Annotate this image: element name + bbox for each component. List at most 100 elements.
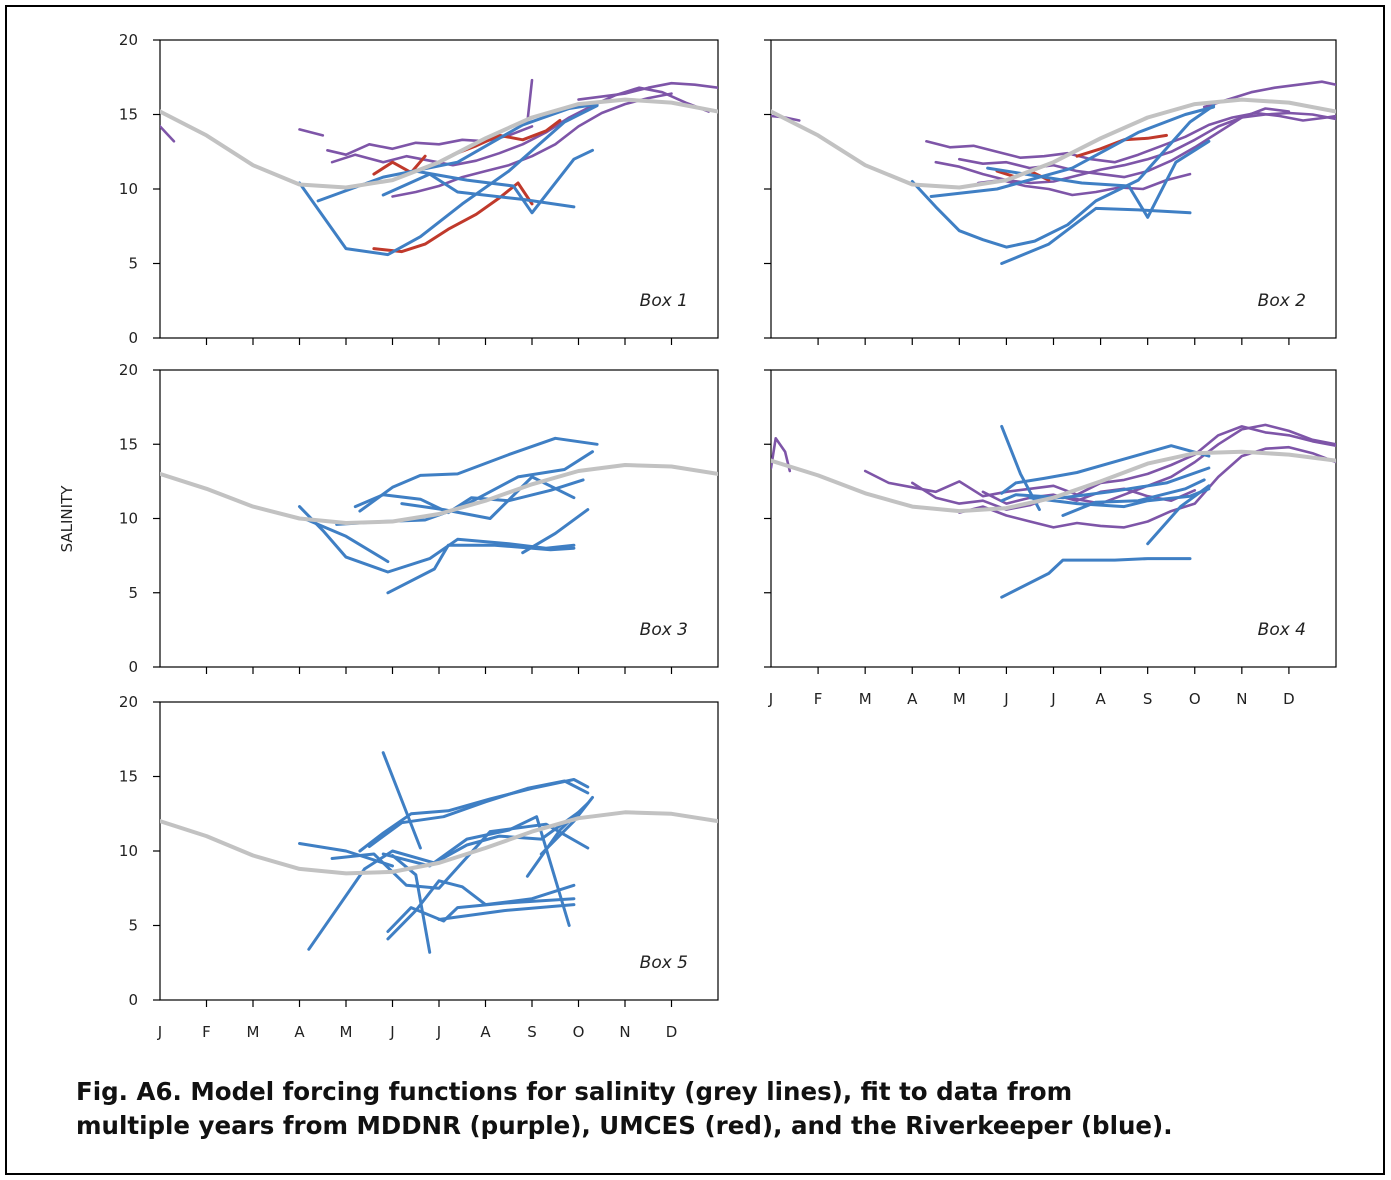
box-3-panel: 0 5 10 15 20 Box 3 [119,361,719,676]
box-2-series-group [771,80,1336,265]
box-5-ytick-label: 0 [128,991,138,1009]
box-5-month-label: A [294,1023,305,1041]
box-4-month-label: J [1003,690,1008,708]
box-3-riverkeeper-series-line [521,508,590,555]
box-4-riverkeeper-series-line [1000,444,1211,495]
box-5-ytick-label: 5 [128,917,138,935]
box-1-mddnr-series-line [160,125,176,143]
box-1-riverkeeper-series-line [316,102,599,203]
box-5-month-label: A [480,1023,491,1041]
box-2-label: Box 2 [1258,291,1306,311]
box-1-mddnr-series-line [577,81,718,101]
box-4-month-label: M [953,690,966,708]
box-5-riverkeeper-series-line [307,810,580,951]
box-1-mddnr-series-line [298,128,325,137]
box-4-month-label: D [1283,690,1295,708]
box-3-riverkeeper-series-line [353,478,585,515]
box-4-month-label: O [1189,690,1201,708]
box-3-ytick-label: 15 [119,435,138,453]
box-1-series-group [160,78,718,257]
box-4-label: Box 4 [1258,620,1306,640]
box-1-ytick-label: 0 [128,329,138,347]
box-5-month-label: J [436,1023,441,1041]
box-4-month-label: J [768,690,773,708]
box-1-label: Box 1 [640,291,688,311]
box-4-riverkeeper-series-line [1146,484,1211,546]
box-4-model-series-line [771,449,1336,514]
box-5-riverkeeper-series-line [386,879,576,941]
box-4-mddnr-series-line [957,445,1336,529]
box-3-model-series-line [160,463,718,525]
box-4-month-label: F [814,690,823,708]
box-3-riverkeeper-series-line [302,517,390,564]
box-4-month-label: S [1143,690,1153,708]
box-1-panel: 0 5 10 15 20 Box 1 [119,31,719,347]
caption-line-1: Fig. A6. Model forcing functions for sal… [76,1077,1073,1106]
box-1-ytick-label: 15 [119,106,138,124]
box-5-month-label: N [619,1023,630,1041]
box-5-riverkeeper-series-line [437,903,576,921]
figure-caption: Fig. A6. Model forcing functions for sal… [76,1075,1336,1143]
box-5-riverkeeper-series-line [381,815,571,927]
box-4-month-label: J [1050,690,1055,708]
box-2-riverkeeper-series-line [929,105,1216,198]
box-2-panel: Box 2 [764,39,1337,345]
box-5-riverkeeper-series-line [367,779,590,848]
box-1-ytick-label: 10 [119,180,138,198]
box-3-riverkeeper-series-line [358,436,599,513]
box-5-riverkeeper-series-line [525,801,590,878]
box-2-mddnr-series-line [925,111,1336,164]
box-4-month-label: A [1095,690,1106,708]
box-1-mddnr-series-line [526,78,534,124]
box-2-mddnr-series-line [957,107,1291,179]
box-2-riverkeeper-series-line [910,104,1216,249]
box-5-month-label: O [573,1023,585,1041]
box-5-plot-area [159,701,719,1001]
box-5-label: Box 5 [640,953,688,973]
box-5-month-label: M [340,1023,353,1041]
box-2-riverkeeper-series-line [1000,206,1192,265]
box-5-ytick-label: 20 [119,693,138,711]
box-2-model-series-line [771,97,1336,190]
box-3-plot-area [159,369,719,668]
box-3-ytick-label: 10 [119,510,138,528]
box-4-riverkeeper-series-line [1000,466,1211,503]
box-5-ytick-label: 15 [119,768,138,786]
box-5-riverkeeper-series-line [386,897,576,933]
box-4-riverkeeper-series-line [1000,557,1192,599]
box-4-mddnr-series-line [771,436,792,473]
box-3-label: Box 3 [640,620,688,640]
box-5-ytick-label: 10 [119,842,138,860]
box-4-riverkeeper-series-line [1061,478,1206,517]
box-4-plot-area [770,369,1337,668]
box-5-panel: 0 5 10 15 20 J F M A M J J A S O N D Box 5 [119,693,719,1041]
box-5-riverkeeper-series-line [381,751,422,850]
box-1-ytick-label: 5 [128,255,138,273]
box-5-month-label: D [666,1023,678,1041]
box-5-month-label: J [389,1023,394,1041]
box-4-month-label: A [907,690,918,708]
box-3-ytick-label: 5 [128,584,138,602]
box-2-riverkeeper-series-line [986,139,1211,219]
box-5-series-group [160,751,718,954]
box-1-mddnr-series-line [391,92,673,198]
box-4-month-label: N [1236,690,1247,708]
box-3-ytick-label: 20 [119,361,138,379]
box-3-riverkeeper-series-line [400,475,576,520]
box-1-umces-series-line [372,154,427,176]
box-5-month-label: J [157,1023,162,1041]
box-4-month-label: M [859,690,872,708]
box-5-month-label: F [202,1023,211,1041]
box-5-model-series-line [160,810,718,876]
box-4-panel: J F M A M J J A S O N D Box 4 [764,369,1337,708]
box-4-riverkeeper-series-line [1028,487,1211,509]
box-1-model-series-line [160,97,718,190]
box-5-riverkeeper-series-line [391,854,432,954]
box-5-riverkeeper-series-line [330,822,590,890]
box-5-month-label: M [247,1023,260,1041]
box-1-plot-area [159,39,719,339]
box-3-riverkeeper-series-line [386,543,576,595]
box-1-riverkeeper-series-line [298,104,599,257]
box-1-ytick-label: 20 [119,31,138,49]
box-4-mddnr-series-line [910,423,1336,511]
